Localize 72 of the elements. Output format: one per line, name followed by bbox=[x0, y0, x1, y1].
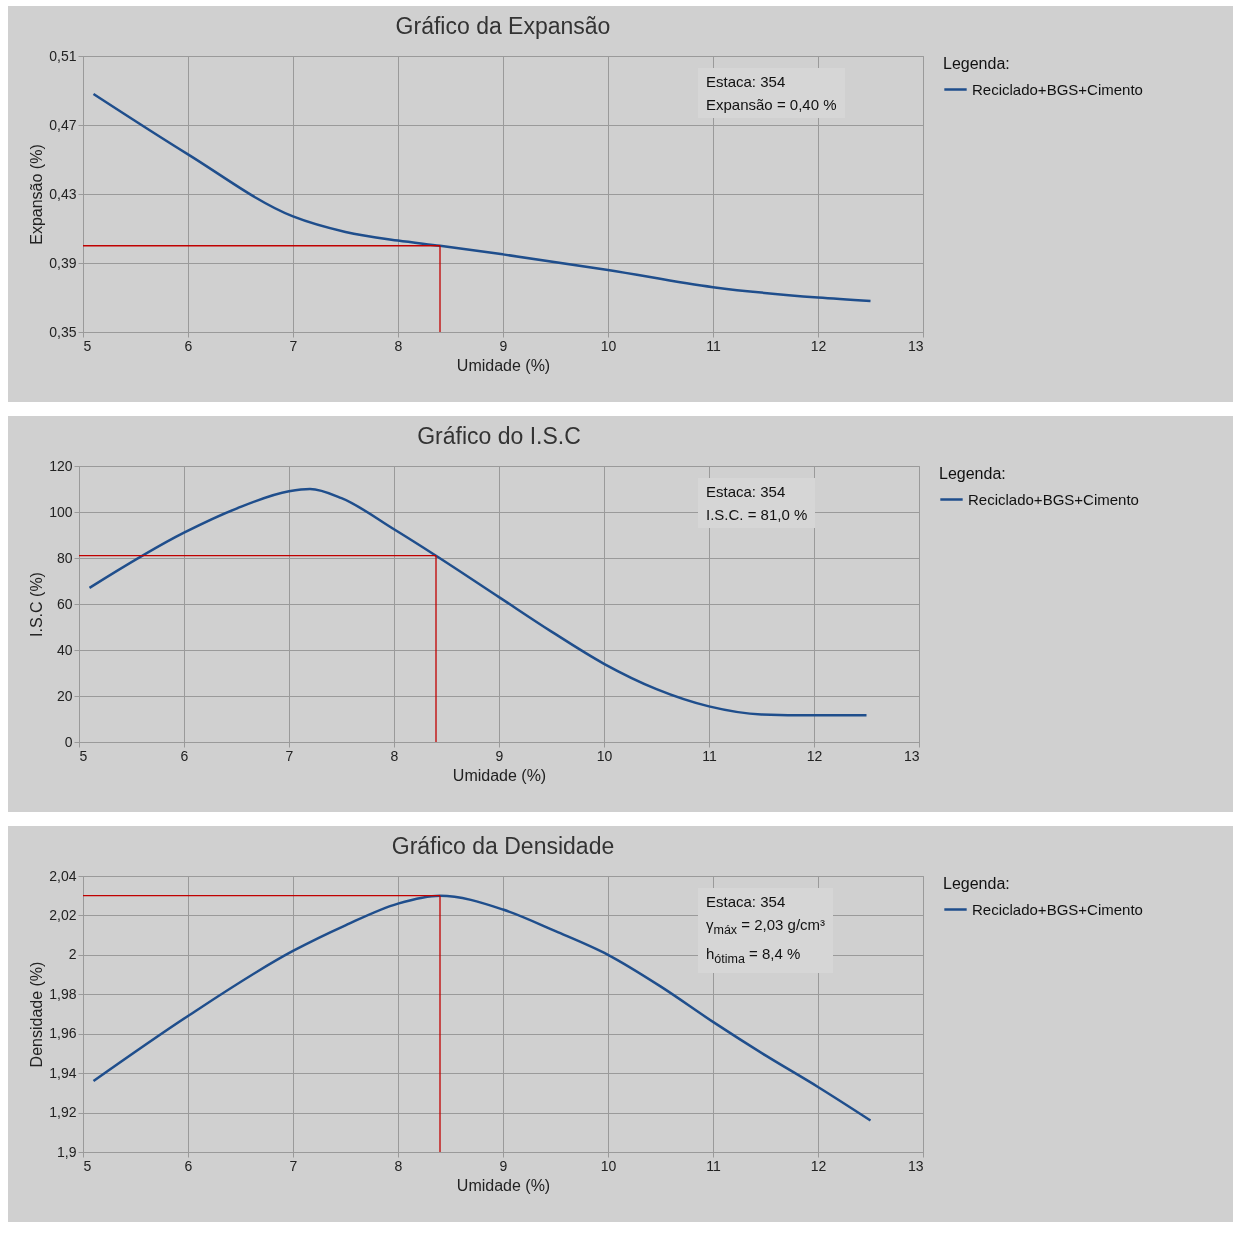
x-tick-label: 7 bbox=[289, 337, 298, 354]
annotation: h$_{ótima}$ = 8,4 % bbox=[706, 945, 801, 966]
x-tick-label: 8 bbox=[394, 1157, 403, 1174]
y-tick-label: 2,04 bbox=[49, 867, 77, 884]
y-tick-label: 40 bbox=[56, 641, 73, 658]
y-tick-label: 100 bbox=[49, 503, 73, 520]
y-tick-label: 80 bbox=[56, 549, 73, 566]
y-tick-label: 120 bbox=[49, 457, 73, 474]
y-tick-label: 0,47 bbox=[49, 116, 77, 133]
line-series bbox=[88, 487, 868, 717]
x-tick-label: 12 bbox=[806, 747, 823, 764]
legend-label: Reciclado+BGS+Cimento bbox=[968, 490, 1139, 508]
annotation: Estaca: 354 bbox=[706, 73, 786, 90]
y-tick-label: 1,9 bbox=[57, 1143, 77, 1160]
x-tick-label: 13 bbox=[903, 747, 920, 764]
x-tick-label: 10 bbox=[600, 337, 617, 354]
annotation: Expansão = 0,40 % bbox=[706, 96, 837, 113]
annotation: I.S.C. = 81,0 % bbox=[706, 506, 808, 523]
x-tick-label: 11 bbox=[702, 747, 717, 764]
x-tick-label: 8 bbox=[394, 337, 403, 354]
y-tick-label: 1,94 bbox=[49, 1064, 77, 1081]
chart-title: Gráfico da Densidade bbox=[391, 833, 615, 859]
y-tick-label: 0,43 bbox=[49, 185, 77, 202]
y-tick-label: 2 bbox=[68, 946, 77, 963]
legend-label: Reciclado+BGS+Cimento bbox=[972, 80, 1143, 98]
x-axis-title: Umidade (%) bbox=[456, 1176, 551, 1194]
y-axis-title: Expansão (%) bbox=[28, 144, 46, 245]
x-tick-label: 7 bbox=[289, 1157, 298, 1174]
legend-title: Legenda: bbox=[943, 55, 1010, 72]
x-tick-label: 6 bbox=[184, 1157, 193, 1174]
y-tick-label: 0,51 bbox=[49, 47, 77, 64]
x-tick-label: 10 bbox=[596, 747, 613, 764]
y-tick-label: 0 bbox=[64, 733, 73, 750]
chart-title: Gráfico do I.S.C bbox=[417, 423, 581, 449]
x-tick-label: 7 bbox=[285, 747, 294, 764]
x-tick-label: 12 bbox=[810, 1157, 827, 1174]
x-tick-label: 11 bbox=[706, 337, 721, 354]
legend-label: Reciclado+BGS+Cimento bbox=[972, 900, 1143, 918]
x-tick-label: 5 bbox=[79, 747, 88, 764]
y-axis-title: I.S.C (%) bbox=[28, 572, 46, 637]
y-tick-label: 1,92 bbox=[49, 1104, 77, 1121]
y-tick-label: 1,98 bbox=[49, 985, 77, 1002]
y-tick-label: 20 bbox=[56, 687, 73, 704]
line-series bbox=[92, 894, 872, 1122]
x-tick-label: 13 bbox=[907, 337, 924, 354]
x-axis-title: Umidade (%) bbox=[456, 356, 551, 374]
annotation: Estaca: 354 bbox=[706, 483, 786, 500]
x-tick-label: 9 bbox=[495, 747, 504, 764]
y-tick-label: 0,39 bbox=[49, 254, 77, 271]
x-axis-title: Umidade (%) bbox=[452, 766, 547, 784]
annotation: Estaca: 354 bbox=[706, 893, 786, 910]
x-tick-label: 10 bbox=[600, 1157, 617, 1174]
x-tick-label: 11 bbox=[706, 1157, 721, 1174]
x-tick-label: 5 bbox=[83, 337, 92, 354]
x-tick-label: 5 bbox=[83, 1157, 92, 1174]
annotation: γ$_{máx}$ = 2,03 g/cm³ bbox=[706, 916, 826, 937]
y-tick-label: 0,35 bbox=[49, 323, 77, 340]
x-tick-label: 8 bbox=[390, 747, 399, 764]
x-tick-label: 13 bbox=[907, 1157, 924, 1174]
legend-title: Legenda: bbox=[939, 465, 1006, 482]
y-axis-title: Densidade (%) bbox=[28, 961, 46, 1068]
x-tick-label: 9 bbox=[499, 1157, 508, 1174]
line-series bbox=[92, 92, 872, 303]
y-tick-label: 2,02 bbox=[49, 906, 77, 923]
x-tick-label: 9 bbox=[499, 337, 508, 354]
x-tick-label: 12 bbox=[810, 337, 827, 354]
chart-title: Gráfico da Expansão bbox=[395, 13, 611, 39]
y-tick-label: 60 bbox=[56, 595, 73, 612]
y-tick-label: 1,96 bbox=[49, 1025, 77, 1042]
x-tick-label: 6 bbox=[180, 747, 189, 764]
x-tick-label: 6 bbox=[184, 337, 193, 354]
legend-title: Legenda: bbox=[943, 875, 1010, 892]
